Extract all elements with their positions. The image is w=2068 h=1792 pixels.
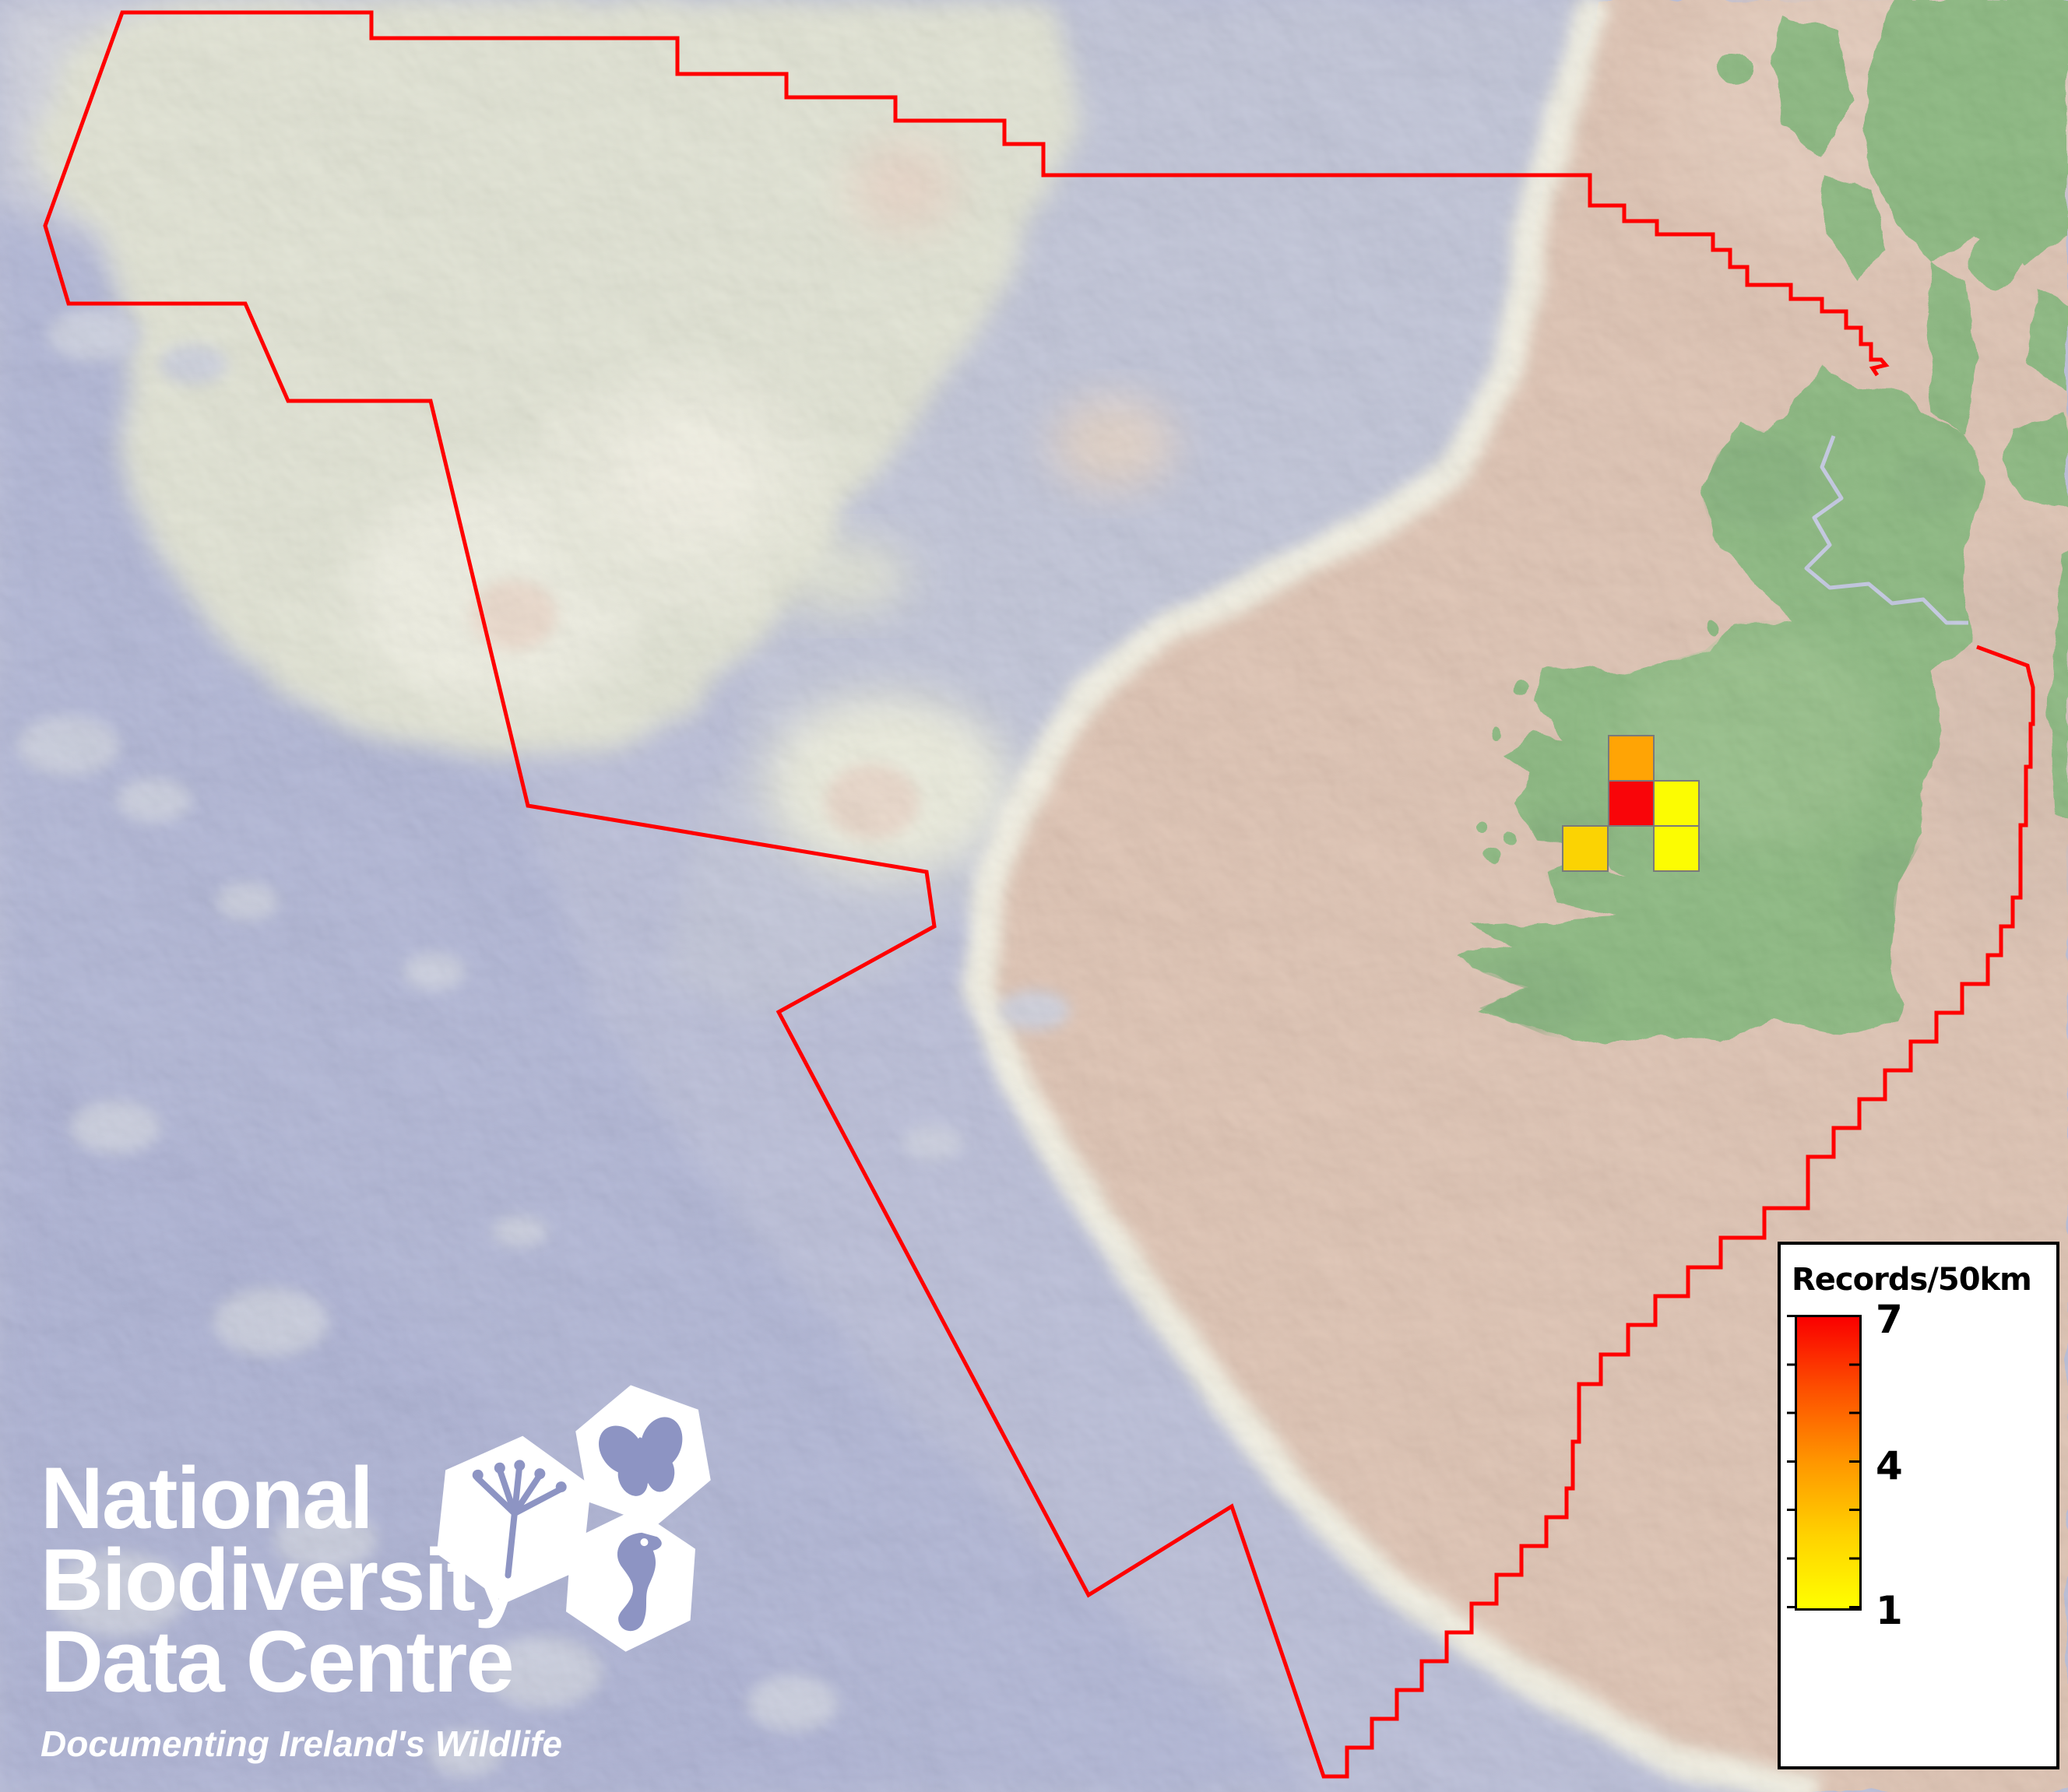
plant-hexagon-icon [436,1435,592,1604]
record-cell [1608,735,1655,782]
boundary-line [43,10,2035,1779]
logo-line-data-centre: Data Centre [40,1613,515,1710]
record-cell [1562,825,1609,872]
legend-title: Records/50km [1792,1262,2032,1298]
record-cell [1653,825,1700,872]
legend-ticks-left [1787,1315,1797,1608]
legend-panel: Records/50km 7 4 1 [1778,1242,2059,1769]
seahorse-hexagon-icon [565,1509,696,1652]
record-cell [1608,780,1655,827]
legend-tick-label-max: 7 [1876,1297,1903,1342]
legend-ticks-right [1849,1315,1859,1608]
nbdc-logo: National Biodiversity Data Centre Docume… [40,1449,562,1765]
logo-line-national: National [40,1449,374,1547]
legend-tick-label-min: 1 [1876,1588,1903,1633]
legend-tick-label-mid: 4 [1876,1443,1903,1488]
nbdc-logo-hexagons [436,1385,711,1652]
butterfly-hexagon-icon [575,1385,711,1527]
record-cell [1653,780,1700,827]
record-grid-squares [1562,735,1700,872]
logo-tagline: Documenting Ireland's Wildlife [40,1723,562,1764]
